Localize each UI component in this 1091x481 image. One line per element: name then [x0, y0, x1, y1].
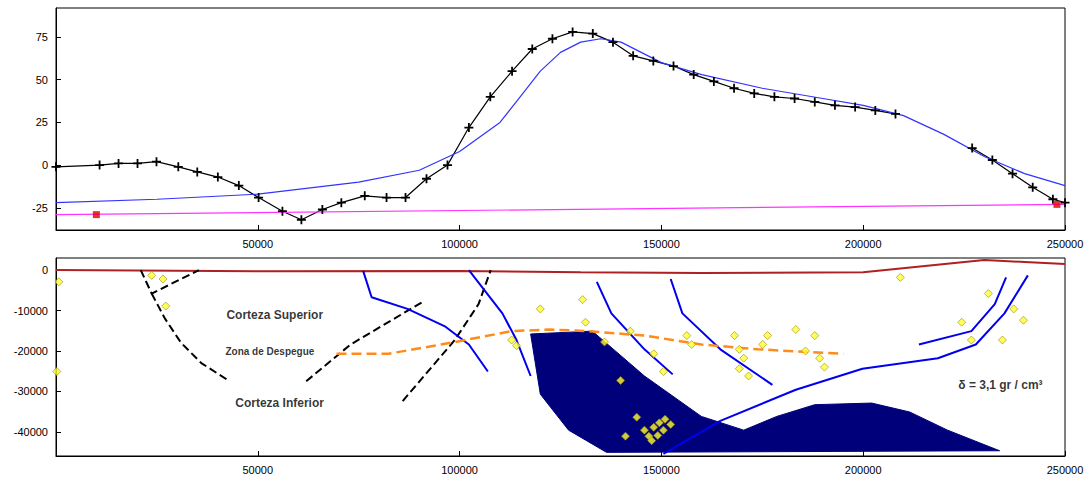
- svg-text:200000: 200000: [845, 464, 882, 476]
- svg-text:-10000: -10000: [14, 305, 48, 317]
- svg-text:100000: 100000: [441, 464, 478, 476]
- svg-text:50: 50: [36, 74, 48, 86]
- svg-text:-20000: -20000: [14, 345, 48, 357]
- svg-text:δ = 3,1 gr / cm³: δ = 3,1 gr / cm³: [958, 378, 1042, 392]
- svg-text:0: 0: [42, 159, 48, 171]
- svg-text:250000: 250000: [1047, 464, 1084, 476]
- svg-text:250000: 250000: [1047, 238, 1084, 250]
- svg-text:50000: 50000: [243, 238, 274, 250]
- svg-text:200000: 200000: [845, 238, 882, 250]
- svg-text:-30000: -30000: [14, 385, 48, 397]
- svg-text:75: 75: [36, 31, 48, 43]
- svg-text:25: 25: [36, 116, 48, 128]
- svg-text:Corteza Inferior: Corteza Inferior: [235, 396, 324, 410]
- svg-text:100000: 100000: [441, 238, 478, 250]
- svg-text:150000: 150000: [643, 238, 680, 250]
- svg-text:-25: -25: [32, 202, 48, 214]
- svg-text:0: 0: [42, 264, 48, 276]
- svg-text:Corteza Superior: Corteza Superior: [226, 308, 323, 322]
- svg-text:50000: 50000: [243, 464, 274, 476]
- svg-text:-40000: -40000: [14, 426, 48, 438]
- svg-text:150000: 150000: [643, 464, 680, 476]
- svg-text:Zona de Despegue: Zona de Despegue: [225, 346, 314, 357]
